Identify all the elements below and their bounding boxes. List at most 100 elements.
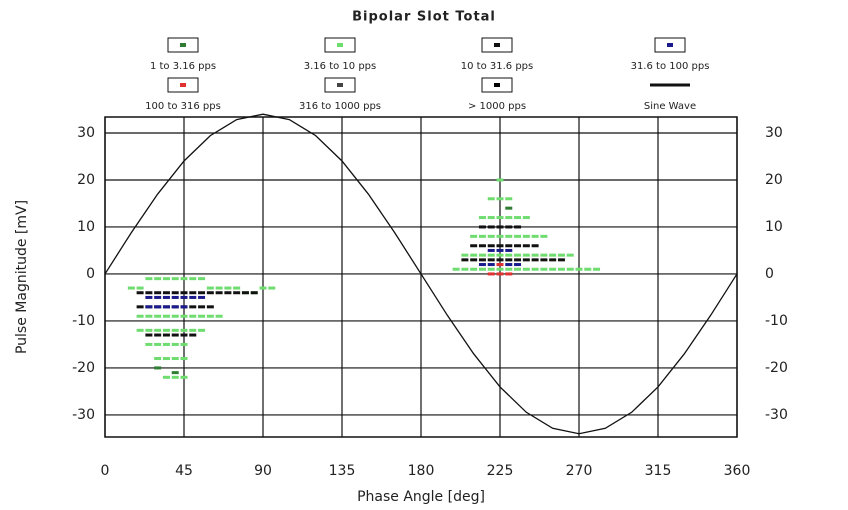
legend-swatch — [180, 83, 186, 87]
data-point — [215, 291, 223, 295]
data-point — [136, 291, 144, 295]
data-point — [505, 267, 513, 271]
data-point — [171, 305, 179, 309]
x-tick-label: 180 — [408, 463, 435, 479]
data-point — [162, 314, 170, 318]
data-point — [487, 244, 495, 248]
data-point — [162, 328, 170, 332]
data-point — [478, 258, 486, 262]
data-point — [522, 234, 530, 238]
legend-label: 100 to 316 pps — [145, 101, 221, 112]
y-tick-label: 10 — [77, 219, 95, 235]
x-tick-label: 90 — [254, 463, 272, 479]
data-point — [514, 225, 522, 229]
data-point — [496, 234, 504, 238]
data-point — [522, 216, 530, 220]
data-point — [145, 305, 153, 309]
data-point — [206, 291, 214, 295]
data-point — [478, 267, 486, 271]
data-point — [505, 248, 513, 252]
data-point — [136, 314, 144, 318]
data-point — [505, 244, 513, 248]
data-point — [478, 244, 486, 248]
data-point — [180, 328, 188, 332]
data-point — [584, 267, 592, 271]
data-point — [145, 342, 153, 346]
data-point — [487, 253, 495, 257]
x-tick-label: 360 — [724, 463, 751, 479]
data-point — [224, 286, 232, 290]
data-point — [198, 291, 206, 295]
data-point — [180, 357, 188, 361]
data-point — [162, 357, 170, 361]
data-point — [522, 267, 530, 271]
data-point — [496, 197, 504, 201]
data-point — [461, 253, 469, 257]
data-point — [268, 286, 276, 290]
data-point — [496, 248, 504, 252]
data-point — [487, 197, 495, 201]
legend-label: 10 to 31.6 pps — [461, 61, 533, 72]
data-point — [531, 234, 539, 238]
x-tick-label: 0 — [101, 463, 110, 479]
data-point — [162, 277, 170, 281]
data-point — [136, 305, 144, 309]
legend-swatch — [337, 83, 343, 87]
data-point — [250, 291, 258, 295]
data-point — [478, 216, 486, 220]
data-point — [145, 314, 153, 318]
data-point — [496, 263, 504, 267]
data-point — [198, 314, 206, 318]
data-point — [496, 253, 504, 257]
y-tick-label-right: -10 — [765, 313, 788, 329]
legend-label: 3.16 to 10 pps — [304, 61, 376, 72]
data-point — [145, 295, 153, 299]
legend-label: 31.6 to 100 pps — [631, 61, 710, 72]
legend-swatch — [667, 43, 673, 47]
data-point — [162, 375, 170, 379]
data-point — [531, 244, 539, 248]
data-point — [233, 286, 241, 290]
data-point — [487, 216, 495, 220]
data-point — [154, 328, 162, 332]
data-point — [470, 244, 478, 248]
data-point — [496, 272, 504, 276]
data-point — [171, 277, 179, 281]
data-point — [215, 314, 223, 318]
data-point — [478, 253, 486, 257]
data-point — [206, 314, 214, 318]
data-point — [514, 216, 522, 220]
data-point — [154, 333, 162, 337]
y-tick-label: 20 — [77, 172, 95, 188]
legend-swatch — [180, 43, 186, 47]
data-point — [180, 375, 188, 379]
data-point — [470, 258, 478, 262]
legend-swatch — [337, 43, 343, 47]
y-tick-label: -20 — [72, 360, 95, 376]
y-tick-label-right: -20 — [765, 360, 788, 376]
data-point — [154, 357, 162, 361]
data-point — [487, 272, 495, 276]
data-point — [206, 305, 214, 309]
data-point — [566, 253, 574, 257]
data-point — [189, 305, 197, 309]
data-point — [171, 328, 179, 332]
legend-label: > 1000 pps — [468, 101, 526, 112]
data-point — [514, 234, 522, 238]
legend-swatch — [494, 83, 500, 87]
data-point — [540, 267, 548, 271]
data-point — [487, 263, 495, 267]
data-point — [531, 267, 539, 271]
data-point — [487, 258, 495, 262]
data-point — [505, 263, 513, 267]
data-point — [259, 286, 267, 290]
data-point — [145, 291, 153, 295]
x-axis-label: Phase Angle [deg] — [357, 489, 485, 505]
data-point — [145, 277, 153, 281]
data-point — [505, 253, 513, 257]
data-point — [496, 267, 504, 271]
data-point — [233, 291, 241, 295]
data-point — [496, 225, 504, 229]
data-point — [189, 333, 197, 337]
